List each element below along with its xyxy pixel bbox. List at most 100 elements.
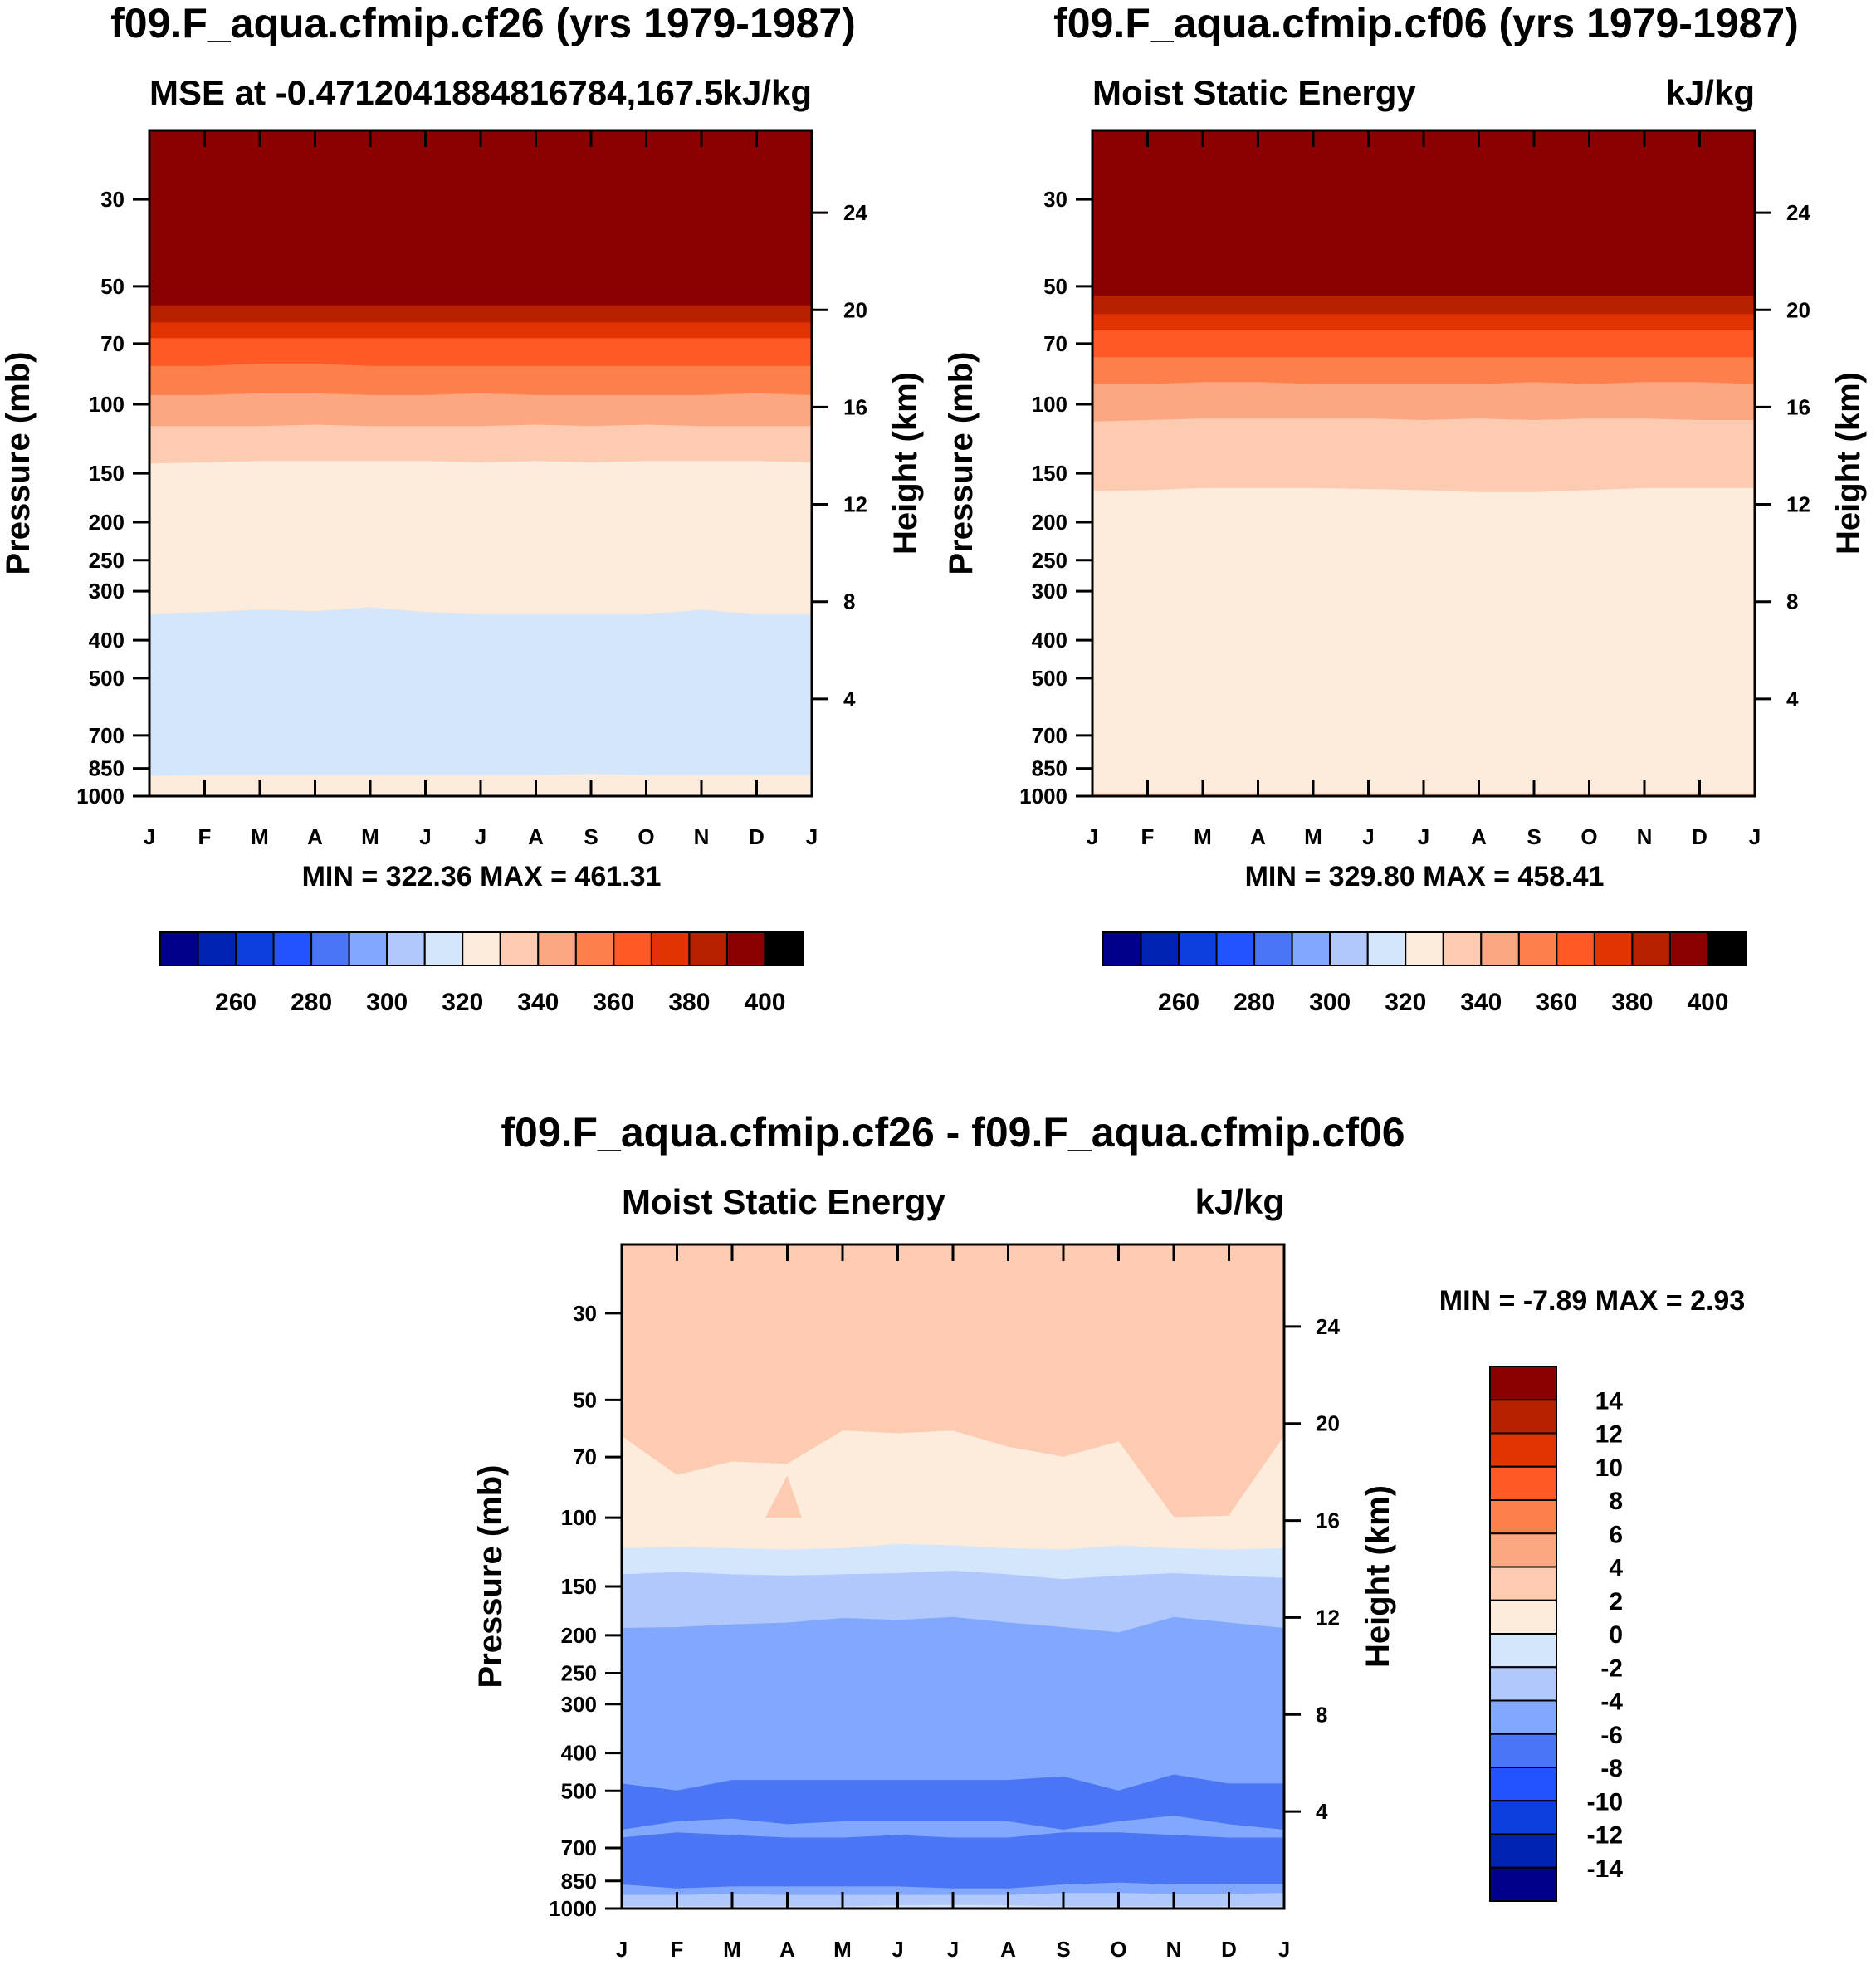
- colorbar-box-2: [1489, 1399, 1557, 1435]
- height-tick-label: 8: [843, 589, 855, 614]
- y-axis-label: Pressure (mb): [0, 352, 37, 575]
- y-axis-label: Pressure (mb): [472, 1465, 509, 1689]
- month-tick-label: M: [251, 824, 269, 849]
- colorbar-box-1: [159, 931, 199, 966]
- colorbar-label: 280: [1234, 989, 1275, 1016]
- colorbar-box-4: [272, 931, 313, 966]
- pressure-tick-label: 150: [561, 1574, 597, 1599]
- pressure-tick-label: 500: [89, 666, 125, 691]
- plot-area: [149, 130, 812, 796]
- colorbar-box-11: [1489, 1699, 1557, 1735]
- chart-subtitle-right: kJ/kg: [1666, 73, 1755, 112]
- height-tick-label: 20: [1316, 1411, 1340, 1436]
- pressure-tick-label: 700: [1032, 723, 1067, 748]
- min-max-stats: MIN = 322.36 MAX = 461.31: [302, 861, 662, 892]
- colorbar-label: 340: [1460, 989, 1502, 1016]
- colorbar: 260 280 300 320 340 360 380 400: [159, 931, 804, 1016]
- height-tick-label: 16: [1786, 394, 1810, 419]
- colorbar-box-4: [1489, 1465, 1557, 1501]
- colorbar-box-7: [1329, 931, 1369, 966]
- colorbar-box-15: [1631, 931, 1671, 966]
- month-tick-label: F: [671, 1937, 684, 1962]
- y2-axis-label: Height (km): [887, 372, 924, 555]
- month-tick-label: M: [1194, 824, 1212, 849]
- height-tick-label: 12: [1316, 1605, 1340, 1630]
- colorbar-box-8: [1366, 931, 1407, 966]
- month-tick-label: J: [806, 824, 818, 849]
- month-tick-label: N: [1166, 1937, 1182, 1962]
- month-tick-label: D: [1692, 824, 1707, 849]
- colorbar-label: -8: [1600, 1755, 1623, 1782]
- colorbar-box-6: [1291, 931, 1331, 966]
- colorbar-box-14: [1489, 1800, 1557, 1835]
- colorbar-label: 10: [1595, 1454, 1623, 1482]
- pressure-tick-label: 1000: [1019, 784, 1067, 809]
- month-tick-label: A: [1471, 824, 1487, 849]
- month-tick-label: N: [694, 824, 710, 849]
- colorbar-label: 0: [1609, 1621, 1623, 1649]
- colorbar-box-6: [1489, 1532, 1557, 1568]
- pressure-tick-label: 100: [1032, 392, 1067, 417]
- colorbar-box-3: [235, 931, 275, 966]
- month-tick-label: O: [1580, 824, 1597, 849]
- month-tick-label: J: [892, 1937, 903, 1962]
- height-tick-label: 8: [1786, 589, 1798, 614]
- height-tick-label: 16: [1316, 1508, 1340, 1533]
- plot-area: [1092, 130, 1755, 796]
- colorbar-box-9: [462, 931, 501, 966]
- colorbar-label: -6: [1600, 1722, 1623, 1749]
- y-axis-label: Pressure (mb): [943, 352, 980, 575]
- pressure-tick-label: 30: [573, 1301, 597, 1326]
- colorbar-box-13: [1556, 931, 1595, 966]
- pressure-tick-label: 400: [1032, 628, 1067, 653]
- height-tick-label: 4: [843, 687, 856, 711]
- height-tick-label: 16: [843, 394, 867, 419]
- month-tick-label: S: [1527, 824, 1541, 849]
- contour-band-9: [149, 607, 812, 796]
- colorbar-box-12: [1517, 931, 1558, 966]
- colorbar-box-2: [197, 931, 237, 966]
- colorbar-label: 300: [366, 989, 408, 1016]
- pressure-tick-label: 30: [1043, 187, 1067, 212]
- pressure-tick-label: 150: [1032, 461, 1067, 486]
- colorbar-label: -2: [1600, 1655, 1623, 1682]
- colorbar-box-3: [1489, 1432, 1557, 1468]
- pressure-tick-label: 200: [1032, 510, 1067, 535]
- colorbar-box-12: [1489, 1733, 1557, 1768]
- month-tick-label: M: [361, 824, 379, 849]
- height-tick-label: 24: [1786, 200, 1810, 225]
- colorbar-box-10: [499, 931, 540, 966]
- pressure-tick-label: 50: [100, 274, 125, 299]
- colorbar-box-1: [1489, 1366, 1557, 1401]
- month-tick-label: O: [1110, 1937, 1126, 1962]
- pressure-tick-label: 150: [89, 461, 125, 486]
- colorbar-label: -4: [1600, 1689, 1623, 1716]
- month-tick-label: M: [833, 1937, 852, 1962]
- pressure-tick-label: 400: [561, 1741, 597, 1766]
- month-tick-label: D: [749, 824, 765, 849]
- colorbar-label: 14: [1595, 1387, 1624, 1415]
- pressure-tick-label: 300: [561, 1692, 597, 1717]
- min-max-stats: MIN = -7.89 MAX = 2.93: [1439, 1285, 1746, 1317]
- pressure-tick-label: 50: [1043, 274, 1067, 299]
- colorbar-label: 6: [1609, 1521, 1623, 1548]
- colorbar-label: 360: [1536, 989, 1577, 1016]
- colorbar-box-15: [688, 931, 728, 966]
- chart-title: f09.F_aqua.cfmip.cf06 (yrs 1979-1987): [1053, 0, 1799, 46]
- month-tick-label: A: [307, 824, 323, 849]
- colorbar-box-14: [650, 931, 691, 966]
- contour-band-8: [1092, 487, 1755, 796]
- pressure-tick-label: 850: [89, 756, 125, 781]
- colorbar-box-10: [1442, 931, 1483, 966]
- colorbar-label: 380: [668, 989, 710, 1016]
- month-tick-label: F: [1141, 824, 1155, 849]
- month-tick-label: J: [1278, 1937, 1290, 1962]
- colorbar-box-11: [1480, 931, 1520, 966]
- pressure-tick-label: 1000: [549, 1896, 597, 1921]
- colorbar-label: 2: [1609, 1588, 1623, 1616]
- month-tick-label: J: [419, 824, 431, 849]
- month-tick-label: D: [1221, 1937, 1237, 1962]
- pressure-tick-label: 200: [561, 1623, 597, 1648]
- colorbar-box-2: [1140, 931, 1180, 966]
